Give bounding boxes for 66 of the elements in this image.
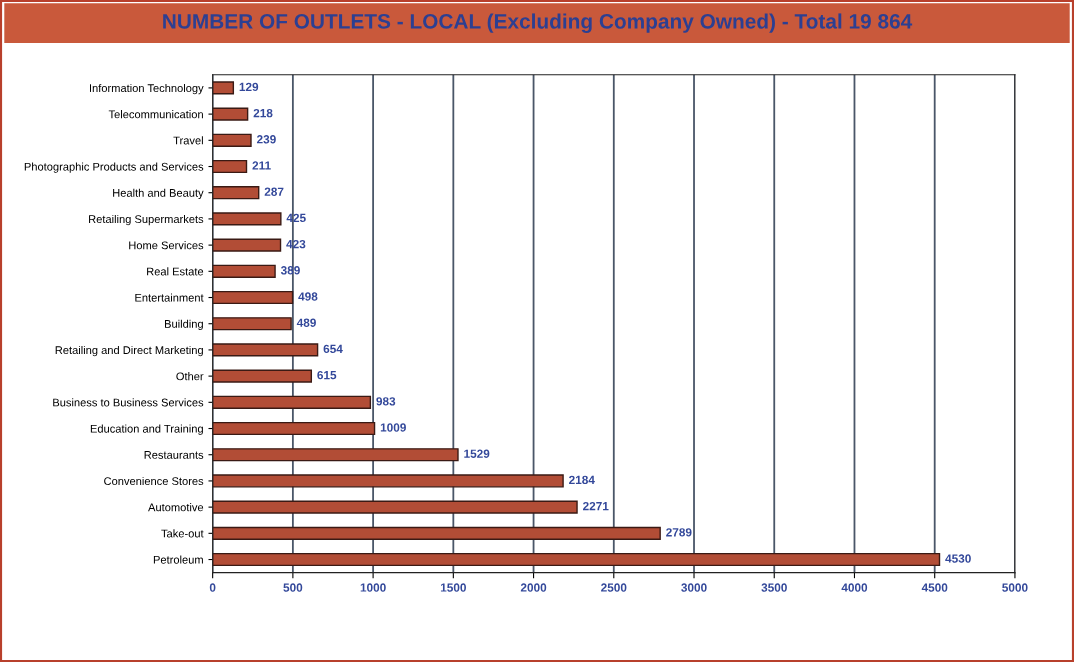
data-label: 218 [253, 108, 273, 118]
y-tick-label: Petroleum [153, 555, 203, 564]
y-tick-label: Home Services [129, 241, 204, 250]
y-tick-label: Convenience Stores [104, 476, 204, 486]
x-tick-label: 1500 [440, 583, 466, 592]
bar [212, 290, 294, 305]
x-tick-label: 2500 [601, 583, 627, 592]
y-tick-label: Building [165, 319, 203, 331]
y-tick-label: Travel [173, 136, 203, 145]
bar [212, 159, 248, 174]
x-tick-label: 500 [283, 583, 303, 592]
bar [212, 526, 661, 540]
x-tick-label: 3000 [681, 583, 707, 592]
data-label: 983 [376, 397, 396, 406]
bar [212, 369, 313, 383]
y-tick-label: Retailing and Direct Marketing [55, 345, 203, 357]
bar [212, 264, 276, 278]
y-tick-label: Other [176, 372, 204, 381]
bar [212, 448, 459, 462]
bar [212, 552, 941, 567]
y-tick-label: Education and Training [90, 424, 203, 435]
y-tick-label: Information Technology [89, 83, 204, 95]
x-tick-label: 4500 [921, 583, 948, 592]
y-tick-label: Business to Business Services [53, 398, 204, 407]
bar [212, 317, 292, 331]
y-tick-label: Health and Beauty [113, 188, 204, 200]
y-tick-label: Photographic Products and Services [24, 162, 204, 173]
bar [212, 238, 282, 252]
data-label: 2789 [666, 528, 692, 537]
data-label: 4530 [945, 554, 971, 563]
bar [212, 186, 260, 200]
bar [212, 212, 282, 226]
data-label: 654 [323, 344, 343, 354]
data-label: 287 [264, 187, 284, 196]
y-tick-label: Telecommunication [108, 110, 203, 119]
y-tick-label: Restaurants [144, 451, 204, 459]
y-tick-label: Real Estate [147, 267, 204, 276]
bar [212, 474, 564, 488]
y-tick-label: Automotive [148, 503, 204, 512]
x-tick-label: 4000 [841, 583, 868, 592]
bar [212, 343, 319, 357]
y-tick-label: Entertainment [135, 293, 204, 302]
data-label: 615 [317, 370, 337, 380]
bar [212, 500, 578, 514]
bar [212, 81, 235, 95]
data-label: 489 [296, 318, 316, 327]
data-label: 1009 [380, 423, 406, 432]
data-label: 2184 [569, 475, 595, 485]
x-tick-label: 0 [209, 583, 216, 592]
x-tick-label: 1000 [360, 583, 386, 592]
bar [212, 107, 249, 121]
bar [212, 421, 376, 436]
data-label: 498 [298, 292, 318, 301]
x-tick-label: 5000 [1002, 583, 1028, 592]
data-label: 1529 [464, 449, 490, 458]
data-label: 239 [256, 135, 276, 144]
data-label: 211 [252, 161, 271, 170]
data-label: 2271 [583, 501, 609, 511]
bar [212, 133, 252, 147]
y-tick-label: Retailing Supermarkets [89, 214, 204, 226]
y-tick-label: Take-out [161, 529, 204, 538]
x-tick-label: 3500 [761, 583, 787, 592]
bar [212, 395, 372, 409]
chart-title: NUMBER OF OUTLETS - LOCAL (Excluding Company Owned) - Total 19 864 [163, 13, 913, 33]
data-label: 129 [239, 82, 259, 92]
x-tick-label: 2000 [520, 583, 547, 592]
